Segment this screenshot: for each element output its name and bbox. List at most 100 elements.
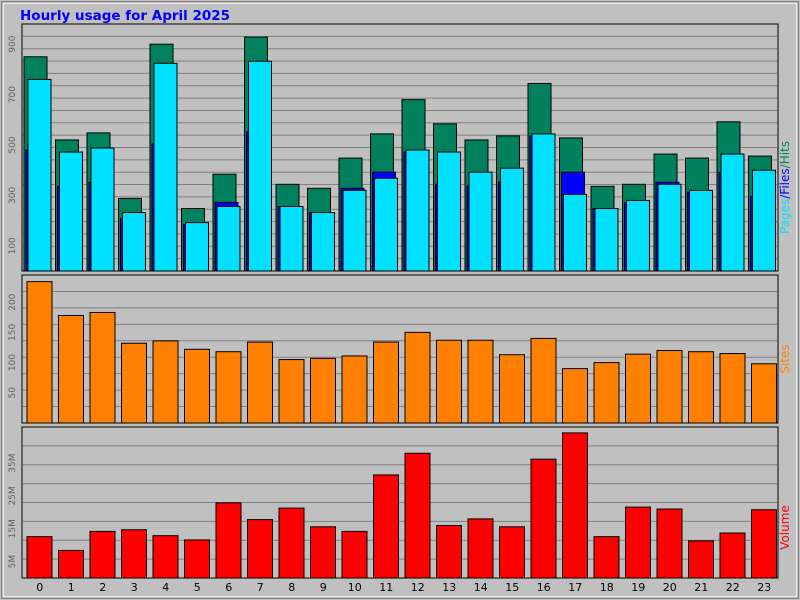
bar-pages bbox=[311, 212, 335, 272]
x-tick-label: 10 bbox=[348, 581, 362, 594]
y-tick-label: 200 bbox=[8, 293, 18, 310]
bar-pages bbox=[437, 151, 461, 272]
y-tick-label: 500 bbox=[8, 136, 18, 153]
bar-volume bbox=[215, 502, 242, 579]
x-axis: 0 1 2 3 4 5 6 7 8 9 10 11 12 13 14 15 16 17 18 19 20 21 22 23 bbox=[36, 581, 771, 594]
bar-volume bbox=[467, 518, 494, 579]
bar-volume bbox=[625, 506, 651, 579]
bar-sites bbox=[121, 342, 147, 424]
bar-sites bbox=[404, 331, 431, 424]
bar-pages bbox=[500, 167, 524, 272]
bar-volume bbox=[341, 530, 368, 579]
x-tick-label: 12 bbox=[411, 581, 425, 594]
bar-volume bbox=[152, 535, 179, 579]
y-tick-label: 100 bbox=[8, 237, 18, 254]
x-tick-label: 2 bbox=[99, 581, 106, 594]
bar-sites bbox=[751, 363, 777, 424]
x-tick-label: 3 bbox=[131, 581, 138, 594]
bar-pages bbox=[563, 193, 587, 272]
bar-sites bbox=[341, 355, 368, 424]
bar-volume bbox=[184, 539, 210, 579]
y-tick-label: 25M bbox=[8, 486, 18, 505]
bar-volume bbox=[530, 458, 557, 579]
y-tick-label: 5M bbox=[8, 555, 18, 569]
x-tick-label: 8 bbox=[288, 581, 295, 594]
x-tick-label: 4 bbox=[162, 581, 169, 594]
bar-pages bbox=[279, 205, 304, 272]
bar-pages bbox=[657, 183, 682, 272]
y-axis-title-part: Files bbox=[778, 168, 792, 194]
y-axis-title-part: Hits bbox=[778, 141, 792, 164]
bar-sites bbox=[530, 337, 557, 424]
bar-volume bbox=[719, 532, 746, 579]
bar-sites bbox=[310, 357, 336, 424]
bar-volume bbox=[751, 509, 777, 579]
panel-frame bbox=[21, 274, 779, 424]
bar-sites bbox=[89, 311, 116, 424]
bar-volume bbox=[278, 507, 305, 579]
bar-volume bbox=[310, 526, 336, 579]
y-tick-label: 35M bbox=[8, 453, 18, 472]
x-tick-label: 5 bbox=[194, 581, 201, 594]
y-axis-title-separator: / bbox=[778, 163, 792, 168]
bar-volume bbox=[58, 549, 84, 579]
x-tick-label: 7 bbox=[257, 581, 264, 594]
y-axis-title: Pages/Files/Hits bbox=[778, 141, 792, 234]
x-tick-label: 1 bbox=[68, 581, 75, 594]
bar-pages bbox=[405, 149, 430, 272]
y-tick-label: 150 bbox=[8, 324, 18, 341]
y-axis-title-separator: / bbox=[778, 194, 792, 199]
bar-sites bbox=[719, 353, 746, 424]
panel-0: 100 300 500 700 900 Pages/Files/Hits bbox=[8, 23, 792, 272]
x-tick-label: 11 bbox=[379, 581, 393, 594]
bar-sites bbox=[152, 340, 179, 424]
bar-pages bbox=[720, 153, 745, 272]
bar-volume bbox=[121, 529, 147, 579]
x-tick-label: 21 bbox=[694, 581, 708, 594]
x-tick-label: 0 bbox=[36, 581, 43, 594]
y-tick-label: 100 bbox=[8, 354, 18, 371]
x-tick-label: 9 bbox=[320, 581, 327, 594]
bar-sites bbox=[58, 314, 84, 424]
bar-pages bbox=[90, 147, 115, 272]
bar-sites bbox=[499, 354, 525, 424]
x-tick-label: 20 bbox=[663, 581, 677, 594]
bar-sites bbox=[436, 339, 462, 424]
x-tick-label: 17 bbox=[568, 581, 582, 594]
bar-sites bbox=[656, 350, 683, 424]
y-tick-label: 900 bbox=[8, 35, 18, 52]
bar-pages bbox=[752, 169, 776, 272]
x-tick-label: 19 bbox=[631, 581, 645, 594]
bar-pages bbox=[59, 151, 83, 272]
panel-1: 50 100 150 200 Sites bbox=[8, 274, 792, 424]
bar-pages bbox=[248, 60, 272, 272]
bar-sites bbox=[184, 348, 210, 424]
bar-volume bbox=[247, 519, 273, 579]
bar-sites bbox=[562, 368, 588, 424]
bar-pages bbox=[374, 177, 398, 272]
x-tick-label: 13 bbox=[442, 581, 456, 594]
y-axis-title: Sites bbox=[778, 344, 792, 373]
y-tick-label: 15M bbox=[8, 519, 18, 538]
x-tick-label: 16 bbox=[537, 581, 551, 594]
bar-pages bbox=[594, 207, 619, 272]
bar-sites bbox=[215, 351, 242, 424]
bar-volume bbox=[404, 452, 431, 579]
inner-bevel bbox=[3, 3, 797, 597]
bar-sites bbox=[593, 362, 620, 424]
bar-sites bbox=[373, 341, 399, 424]
bar-volume bbox=[89, 530, 116, 579]
bar-pages bbox=[531, 133, 556, 272]
x-tick-label: 23 bbox=[757, 581, 771, 594]
bar-volume bbox=[499, 526, 525, 579]
bar-pages bbox=[468, 171, 493, 272]
bar-pages bbox=[342, 189, 367, 272]
x-tick-label: 15 bbox=[505, 581, 519, 594]
bar-volume bbox=[593, 536, 620, 579]
y-tick-label: 300 bbox=[8, 187, 18, 204]
y-tick-label: 700 bbox=[8, 86, 18, 103]
bar-sites bbox=[467, 339, 494, 424]
bar-volume bbox=[656, 508, 683, 579]
